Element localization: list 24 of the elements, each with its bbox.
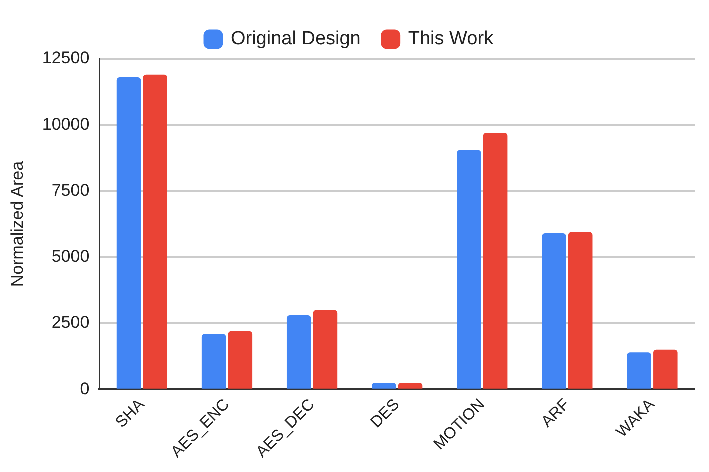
bar [457,150,482,389]
bar [483,133,508,389]
bar [228,331,253,389]
x-tick-label: SHA [112,396,148,432]
legend-label: This Work [408,28,494,50]
legend-label: Original Design [230,28,361,50]
bar [143,74,168,389]
bar [398,382,423,389]
bar [116,78,142,389]
y-tick-label: 12500 [42,48,90,68]
y-axis-title: Normalized Area [8,160,27,288]
bar [313,310,338,389]
y-tick-label: 2500 [52,313,90,332]
bar [202,334,226,389]
bar [372,382,396,389]
y-tick-label: 0 [80,379,90,398]
bar [627,352,652,389]
bar [286,316,312,389]
bar [568,232,593,389]
bar [654,350,678,389]
y-tick-label: 10000 [42,114,90,134]
y-tick-label: 5000 [52,247,90,266]
bar [542,234,566,389]
y-tick-label: 7500 [52,180,90,200]
